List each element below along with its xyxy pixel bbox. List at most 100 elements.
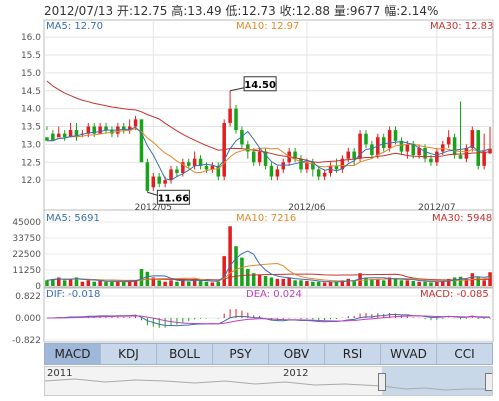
candle-body [216,165,221,177]
volume-bar [446,278,451,286]
candle-body [163,180,167,184]
volume-bar [210,282,215,286]
volume-bar [175,281,179,286]
macd-tick-label: 0.822 [15,292,41,302]
candle-body [358,133,362,159]
price-tick-label: 12.5 [21,158,41,168]
navigator-year-2012: 2012 [283,368,309,379]
volume-ma30-label: MA30: 5948 [432,213,493,224]
candle-body [169,169,173,181]
candle-body [381,137,386,148]
volume-bar [352,280,356,286]
x-tick-label: 2012/05 [135,203,172,213]
tab-psy[interactable]: PSY [213,344,269,364]
volume-bar [387,277,392,286]
candle-body [305,162,309,170]
candle-body [275,169,280,177]
candle-body [133,119,138,127]
price-tick-label: 12.0 [21,176,41,186]
time-navigator[interactable]: 2011 2012 [44,366,493,396]
macd-dif-label: DIF: -0.018 [46,289,101,300]
volume-bar [316,281,321,286]
tab-obv[interactable]: OBV [269,344,325,364]
high-annotation: 14.50 [244,80,276,91]
volume-bar [488,272,492,286]
navigator-right-handle[interactable] [485,373,492,391]
volume-bar [151,277,156,286]
volume-bar [287,277,291,286]
candle-body [482,151,486,166]
candle-body [68,130,73,138]
volume-ma10-line [46,263,491,282]
navigator-year-2011: 2011 [47,368,73,379]
volume-bar [246,268,250,286]
volume-bar [263,276,268,286]
x-tick-label: 2012/07 [418,203,455,213]
tab-cci[interactable]: CCI [454,347,475,361]
volume-bar [51,278,55,286]
candle-body [464,147,469,159]
volume-bar [399,280,404,286]
candle-body [181,162,185,173]
volume-bar [257,274,262,286]
candle-body [74,130,79,138]
volume-bar [370,278,374,286]
candle-body [121,126,126,131]
price-tick-label: 13.0 [21,140,41,150]
candle-body [417,147,421,156]
volume-bar [482,280,486,286]
candle-body [157,176,161,184]
volume-bar [251,273,256,286]
volume-bar [334,281,339,286]
candle-body [240,130,244,145]
volume-bar [74,277,79,286]
price-ma10-label: MA10: 12.97 [236,21,300,32]
low-callout-box [156,189,190,205]
candle-body [488,148,492,154]
price-tick-label: 13.5 [21,123,41,133]
candle-body [446,137,451,145]
volume-bar [157,280,161,286]
volume-bar [393,278,398,286]
candle-body [281,162,286,170]
volume-tick-label: 0 [35,282,41,292]
candle-body [145,162,150,191]
candle-body [399,140,404,152]
candle-body [346,151,351,159]
volume-tick-label: 11250 [12,266,41,276]
tab-macd[interactable]: MACD [45,344,101,364]
volume-ma5-line [46,250,491,283]
ma10-line [46,128,491,174]
price-ma5-label: MA5: 12.70 [46,21,104,32]
candle-body [234,108,238,131]
volume-bar [216,281,221,286]
tab-kdj[interactable]: KDJ [101,344,157,364]
volume-bar [275,278,280,286]
navigator-left-handle[interactable] [378,373,386,391]
price-tick-label: 15.5 [21,51,41,61]
volume-bar [281,278,286,286]
volume-bar [240,257,244,286]
volume-bar [293,280,297,286]
tab-rsi[interactable]: RSI [325,344,381,364]
volume-tick-label: 33750 [12,234,41,244]
indicator-tabs: MACD KDJ BOLL PSY OBV RSI WVAD CCI [44,343,493,365]
volume-bar [464,278,469,286]
candle-body [352,151,356,159]
volume-bar [116,281,120,286]
volume-bar [62,280,67,286]
candle-body [263,151,268,166]
tab-boll[interactable]: BOLL [157,344,213,364]
volume-bar [198,281,203,286]
candle-body [452,137,457,156]
candle-body [370,144,374,156]
volume-bar [121,281,126,286]
volume-tick-label: 22500 [12,250,41,260]
macd-tick-label: -0.822 [12,336,41,346]
tab-wvad[interactable]: WVAD [381,344,437,364]
navigator-overview [45,367,492,395]
candle-body [251,151,256,163]
volume-bar [376,278,380,286]
candle-body [393,130,398,141]
